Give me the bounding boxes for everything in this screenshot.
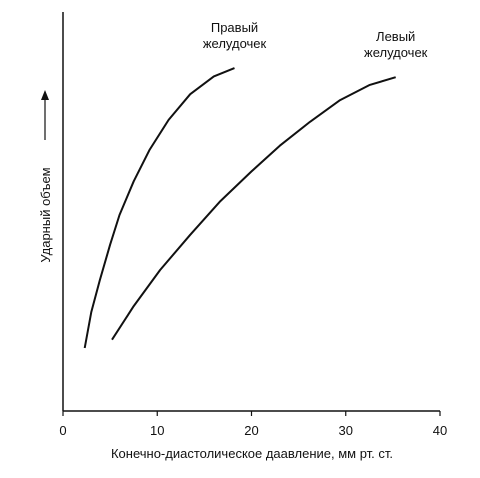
y-axis-label: Ударный объем: [38, 167, 53, 262]
x-tick-label: 40: [433, 423, 447, 438]
series-label: Левый желудочек: [364, 29, 428, 60]
line: [83, 67, 235, 349]
x-tick-label: 30: [339, 423, 353, 438]
x-tick-label: 10: [150, 423, 164, 438]
x-axis-label: Конечно-диастолическое даавление, мм рт.…: [111, 446, 393, 461]
y-arrow: [41, 90, 49, 140]
series-label: Правый желудочек: [203, 20, 267, 51]
x-tick-label: 20: [244, 423, 258, 438]
line: [111, 76, 396, 341]
x-tick-label: 0: [59, 423, 66, 438]
